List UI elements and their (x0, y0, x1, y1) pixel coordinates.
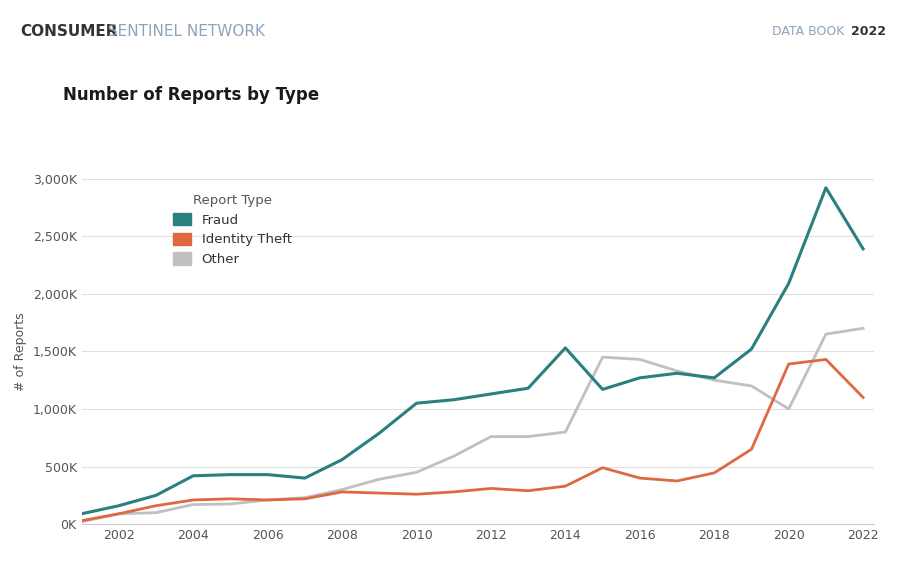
Legend: Fraud, Identity Theft, Other: Fraud, Identity Theft, Other (168, 188, 297, 271)
Text: DATA BOOK: DATA BOOK (772, 25, 848, 38)
Text: 2022: 2022 (851, 25, 886, 38)
Text: CONSUMER: CONSUMER (20, 24, 118, 39)
Y-axis label: # of Reports: # of Reports (14, 312, 27, 391)
Text: SENTINEL NETWORK: SENTINEL NETWORK (103, 24, 265, 39)
Text: Number of Reports by Type: Number of Reports by Type (63, 86, 320, 104)
